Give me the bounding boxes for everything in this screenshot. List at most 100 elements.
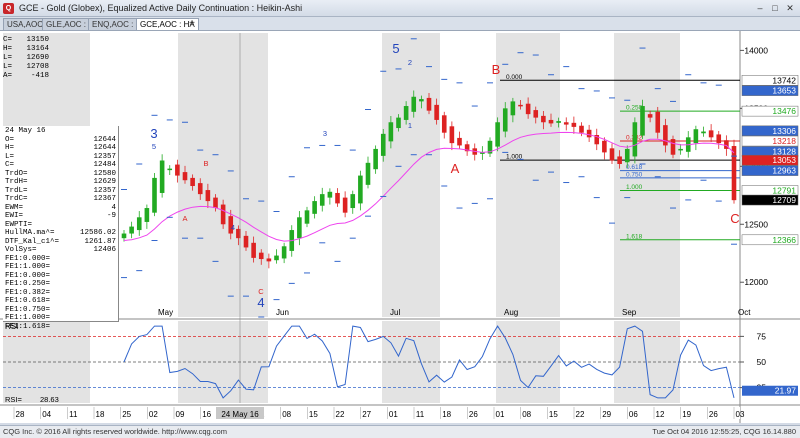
tab-gce[interactable]: GCE,AOC : HA <box>136 18 199 30</box>
y-tick-label: 12000 <box>744 277 768 287</box>
price-label-text: 12366 <box>772 235 796 245</box>
timestamp-text: Tue Oct 04 2016 12:55:25, CQG 16.14.880 <box>652 427 796 436</box>
fib-level-label: 0.750 <box>626 171 643 178</box>
stats-row: H= 12644 <box>5 144 116 152</box>
candle-body <box>518 104 523 107</box>
candle-body <box>693 129 699 144</box>
info-row: A= -418 <box>3 72 49 80</box>
stats-row: TrdC= 12367 <box>5 195 116 203</box>
month-stripe <box>382 33 440 317</box>
candle-body <box>190 177 195 187</box>
candle-body <box>609 148 615 161</box>
candle-body <box>617 156 622 164</box>
candle-body <box>419 99 424 102</box>
candle-body <box>441 115 447 133</box>
copyright-text: CQG Inc. © 2016 All rights reserved worl… <box>3 427 227 436</box>
candle-body <box>556 121 561 123</box>
price-label-text: 13128 <box>772 146 796 156</box>
info-row: L= 12690 <box>3 54 49 62</box>
moving-average-line <box>123 131 735 242</box>
x-tick-label: 11 <box>69 410 78 419</box>
month-label: May <box>158 308 173 317</box>
stats-row: TrdL= 12357 <box>5 186 116 195</box>
stats-row: O= 12644 <box>5 135 116 144</box>
stats-row: L= 12357 <box>5 152 116 161</box>
price-label-box <box>741 85 799 96</box>
candle-body <box>243 235 249 248</box>
rsi-tick-label: 50 <box>757 357 767 367</box>
month-label: Sep <box>622 308 637 317</box>
rsi-value-key: RSI= <box>5 395 23 404</box>
x-tick-label: 15 <box>549 410 558 419</box>
candle-body <box>304 210 310 224</box>
wave-label: C <box>730 211 739 226</box>
x-tick-label: 19 <box>682 410 691 419</box>
quote-info: C= 13150 H= 13164 L= 12690 L= 12708 A= -418 <box>3 36 49 81</box>
x-tick-label: 02 <box>149 410 158 419</box>
close-icon[interactable]: ✕ <box>786 3 794 13</box>
candle-body <box>136 217 142 231</box>
candle-body <box>121 233 127 239</box>
stats-row: VolSys= 12406 <box>5 246 116 254</box>
wave-label: 5 <box>152 142 156 151</box>
rsi-current-value: 21.97 <box>775 386 797 396</box>
x-tick-label: 26 <box>709 410 718 419</box>
candle-body <box>373 148 378 170</box>
rsi-line <box>123 325 735 399</box>
price-label-box <box>741 75 799 86</box>
price-label-text: 13476 <box>772 106 796 116</box>
month-label: Aug <box>504 308 518 317</box>
price-label-box <box>741 135 799 147</box>
candle-body <box>586 129 592 138</box>
cursor-stats-panel: 24 May 16 O= 12644 H= 12644 L= 12357 C= 12484 Tr… <box>3 126 119 331</box>
wave-label: 2 <box>408 58 412 67</box>
wave-label: 4 <box>257 295 264 310</box>
title-bar: Q GCE - Gold (Globex), Equalized Active … <box>0 0 800 17</box>
wave-label: 3 <box>150 126 157 141</box>
candle-body <box>182 172 188 181</box>
candle-body <box>220 204 226 225</box>
x-tick-label: 22 <box>576 410 585 419</box>
stats-row: HullMA.ma^= 12586.02 <box>5 229 116 237</box>
x-tick-label: 22 <box>336 410 345 419</box>
candle-body <box>258 252 264 260</box>
wave-label: 3 <box>323 129 327 138</box>
minimize-icon[interactable]: – <box>757 3 763 13</box>
candle-body <box>480 152 485 154</box>
candle-body <box>236 228 241 239</box>
rsi-tick-label: 75 <box>757 331 767 341</box>
x-tick-label: 16 <box>202 410 211 419</box>
date-highlight-label: 24 May 16 <box>221 410 259 419</box>
stats-row: FE1:0.618= <box>5 297 51 305</box>
y-axis-panel <box>740 31 800 423</box>
price-chart[interactable]: 12000125001300013500140000.0000.2500.382… <box>0 31 800 423</box>
candle-body <box>152 177 157 213</box>
candle-body <box>457 137 462 146</box>
wave-label: 5 <box>392 41 399 56</box>
maximize-icon[interactable]: □ <box>772 3 778 13</box>
chart-area[interactable]: 12000125001300013500140000.0000.2500.382… <box>0 31 800 423</box>
candle-body <box>731 146 737 201</box>
month-stripe <box>178 33 268 317</box>
candle-body <box>632 122 638 157</box>
info-row: H= 13164 <box>3 45 49 53</box>
price-label-box <box>741 154 799 166</box>
candle-body <box>411 96 417 112</box>
candle-body <box>663 125 668 146</box>
price-label-box <box>741 234 799 246</box>
x-tick-label: 01 <box>389 410 398 419</box>
candle-body <box>624 148 630 163</box>
candle-body <box>655 111 661 133</box>
wave-label: 1 <box>408 121 412 130</box>
status-bar: CQG Inc. © 2016 All rights reserved worl… <box>0 425 800 438</box>
candle-body <box>678 148 683 151</box>
candle-body <box>251 242 256 258</box>
stats-row: C= 12484 <box>5 161 116 169</box>
fib-level-label: 1.000 <box>506 154 523 161</box>
tab-usa[interactable]: USA,AOC <box>3 18 48 30</box>
add-tab-button[interactable]: + <box>189 18 195 29</box>
candle-body <box>358 175 363 204</box>
x-tick-label: 03 <box>736 410 745 419</box>
candle-body <box>464 144 470 152</box>
month-label: Oct <box>738 308 751 317</box>
